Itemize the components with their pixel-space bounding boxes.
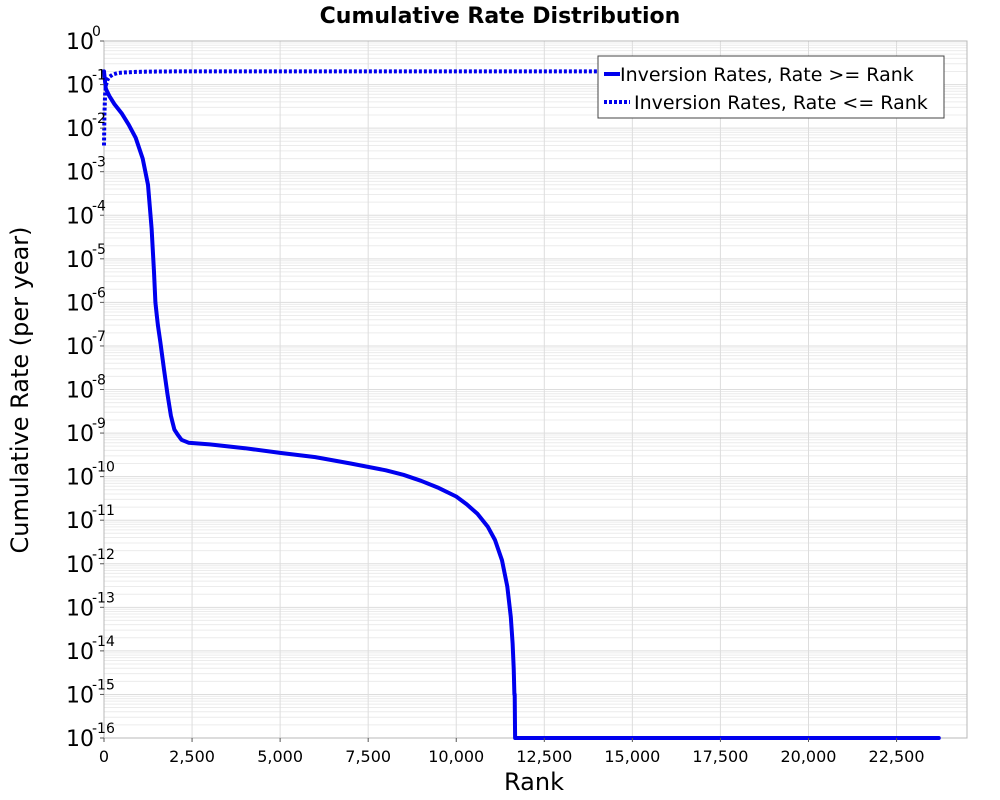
y-tick-label-exponent: -9 — [92, 416, 106, 432]
legend: Inversion Rates, Rate >= Rank Inversion … — [597, 55, 945, 119]
y-tick-label-base: 10 — [66, 509, 94, 534]
y-tick-label-exponent: -8 — [92, 373, 106, 389]
y-tick-label-base: 10 — [66, 74, 94, 99]
y-tick-label-exponent: -5 — [92, 242, 106, 258]
y-tick-label-exponent: -14 — [92, 634, 115, 650]
x-tick-label: 2,500 — [169, 747, 215, 766]
x-tick-label: 15,000 — [604, 747, 660, 766]
y-tick-label-base: 10 — [66, 117, 94, 142]
series-line-rate-ge-rank — [102, 69, 941, 740]
y-tick-label-base: 10 — [66, 291, 94, 316]
series-line-rate-le-rank — [102, 69, 939, 146]
legend-box — [597, 55, 945, 119]
x-tick-label: 0 — [99, 747, 109, 766]
legend-label-rate-le-rank: Inversion Rates, Rate <= Rank — [634, 92, 928, 114]
y-tick-label-base: 10 — [66, 379, 94, 404]
y-tick-label-exponent: -4 — [92, 198, 106, 214]
y-axis-label: Cumulative Rate (per year) — [6, 226, 34, 553]
x-axis-ticks: 0 2,500 5,000 7,500 10,000 12,500 15,000 17,500… — [99, 738, 925, 766]
y-tick-label-exponent: -10 — [92, 460, 115, 476]
y-tick-label-exponent: -7 — [92, 329, 106, 345]
y-tick-label-exponent: -12 — [92, 547, 115, 563]
y-tick-label-base: 10 — [66, 335, 94, 360]
y-tick-label-exponent: -6 — [92, 285, 106, 301]
y-tick-label-base: 10 — [66, 683, 94, 708]
y-tick-label-base: 10 — [66, 248, 94, 273]
y-tick-label-base: 10 — [66, 30, 94, 55]
y-tick-label-exponent: 0 — [92, 24, 101, 40]
y-tick-label-exponent: -11 — [92, 503, 115, 519]
y-tick-label-exponent: -16 — [92, 721, 115, 737]
y-tick-label-exponent: -3 — [92, 155, 106, 171]
x-tick-label: 7,500 — [345, 747, 391, 766]
x-tick-label: 12,500 — [516, 747, 572, 766]
x-tick-label: 10,000 — [428, 747, 484, 766]
y-tick-label-base: 10 — [66, 422, 94, 447]
y-tick-label-exponent: -13 — [92, 590, 115, 606]
legend-label-rate-ge-rank: Inversion Rates, Rate >= Rank — [620, 64, 914, 86]
x-axis-label: Rank — [504, 768, 564, 796]
y-tick-label-exponent: -2 — [92, 111, 106, 127]
x-tick-label: 17,500 — [692, 747, 748, 766]
grid-layer — [103, 40, 967, 739]
y-tick-label-base: 10 — [66, 204, 94, 229]
y-axis-ticks: 10010-110-210-310-410-510-610-710-810-91… — [66, 24, 115, 752]
y-tick-label-base: 10 — [66, 553, 94, 578]
x-tick-label: 5,000 — [257, 747, 303, 766]
y-tick-label-base: 10 — [66, 466, 94, 491]
series-layer — [102, 69, 941, 740]
x-tick-label: 20,000 — [780, 747, 836, 766]
y-tick-label-base: 10 — [66, 596, 94, 621]
x-tick-label: 22,500 — [869, 747, 925, 766]
chart-title: Cumulative Rate Distribution — [320, 4, 681, 29]
y-tick-label-base: 10 — [66, 640, 94, 665]
y-tick-label-base: 10 — [66, 161, 94, 186]
y-tick-label-exponent: -15 — [92, 677, 115, 693]
y-tick-label-base: 10 — [66, 727, 94, 752]
y-tick-label-exponent: -1 — [92, 68, 106, 84]
